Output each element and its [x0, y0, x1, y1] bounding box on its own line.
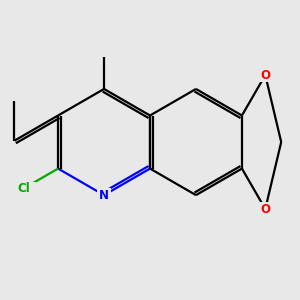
Text: O: O	[260, 202, 270, 215]
Text: N: N	[99, 189, 109, 202]
Text: Cl: Cl	[17, 182, 30, 195]
FancyBboxPatch shape	[12, 182, 35, 195]
FancyBboxPatch shape	[97, 188, 111, 202]
Text: O: O	[260, 69, 270, 82]
FancyBboxPatch shape	[258, 68, 272, 82]
FancyBboxPatch shape	[258, 202, 272, 216]
